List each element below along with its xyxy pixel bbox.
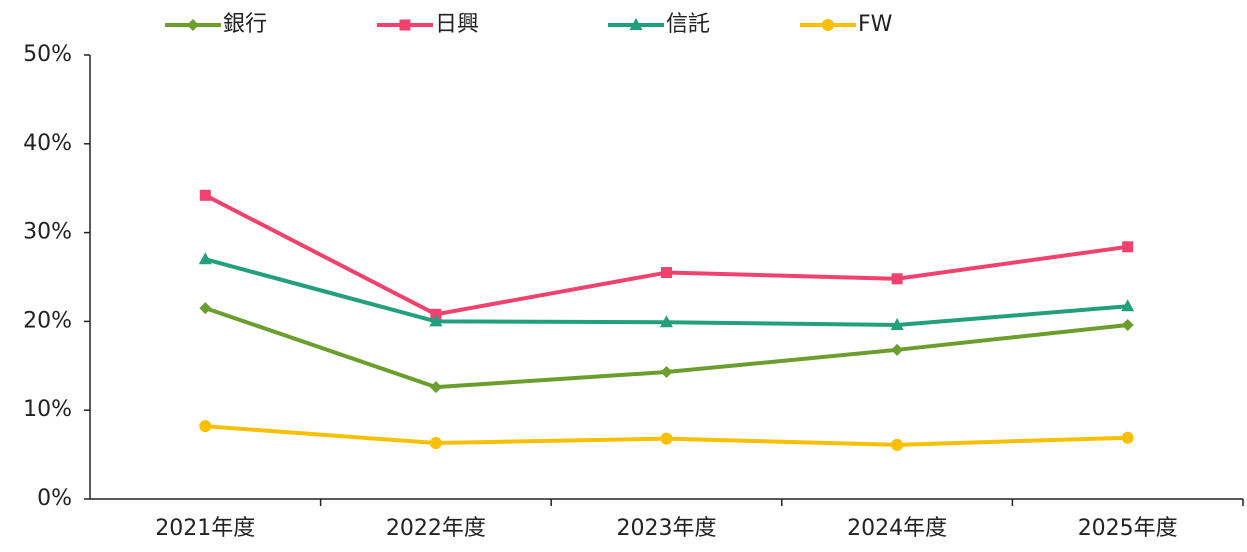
x-tick-label: 2022年度 xyxy=(386,516,486,541)
x-tick-label: 2021年度 xyxy=(155,516,255,541)
marker xyxy=(399,19,411,31)
marker xyxy=(891,343,904,356)
marker xyxy=(891,438,904,451)
marker xyxy=(429,437,442,450)
legend-label: FW xyxy=(858,12,893,37)
marker xyxy=(661,267,672,279)
marker xyxy=(429,381,442,394)
y-tick-label: 40% xyxy=(23,131,72,156)
marker xyxy=(429,314,443,327)
marker xyxy=(660,366,673,379)
marker xyxy=(1121,318,1134,331)
marker xyxy=(199,302,212,315)
marker xyxy=(891,273,903,285)
y-tick-label: 30% xyxy=(23,220,72,245)
marker xyxy=(660,315,673,328)
marker xyxy=(199,420,212,433)
y-tick-label: 0% xyxy=(37,486,72,511)
marker xyxy=(1122,241,1134,253)
marker xyxy=(1121,431,1134,444)
marker xyxy=(660,432,673,445)
marker xyxy=(822,19,834,31)
legend-label: 銀行 xyxy=(223,12,267,37)
marker xyxy=(629,18,643,30)
y-tick-label: 10% xyxy=(23,397,72,422)
y-tick-label: 50% xyxy=(23,42,72,67)
marker xyxy=(199,189,211,201)
marker xyxy=(198,252,212,265)
legend-label: 日興 xyxy=(435,12,479,37)
legend-label: 信託 xyxy=(666,12,710,37)
x-tick-label: 2023年度 xyxy=(617,516,717,541)
y-tick-label: 20% xyxy=(23,308,72,333)
marker xyxy=(890,317,904,330)
marker xyxy=(187,19,199,31)
marker xyxy=(1121,299,1135,312)
x-tick-label: 2025年度 xyxy=(1078,516,1178,541)
x-tick-label: 2024年度 xyxy=(847,516,947,541)
marker xyxy=(430,308,442,320)
